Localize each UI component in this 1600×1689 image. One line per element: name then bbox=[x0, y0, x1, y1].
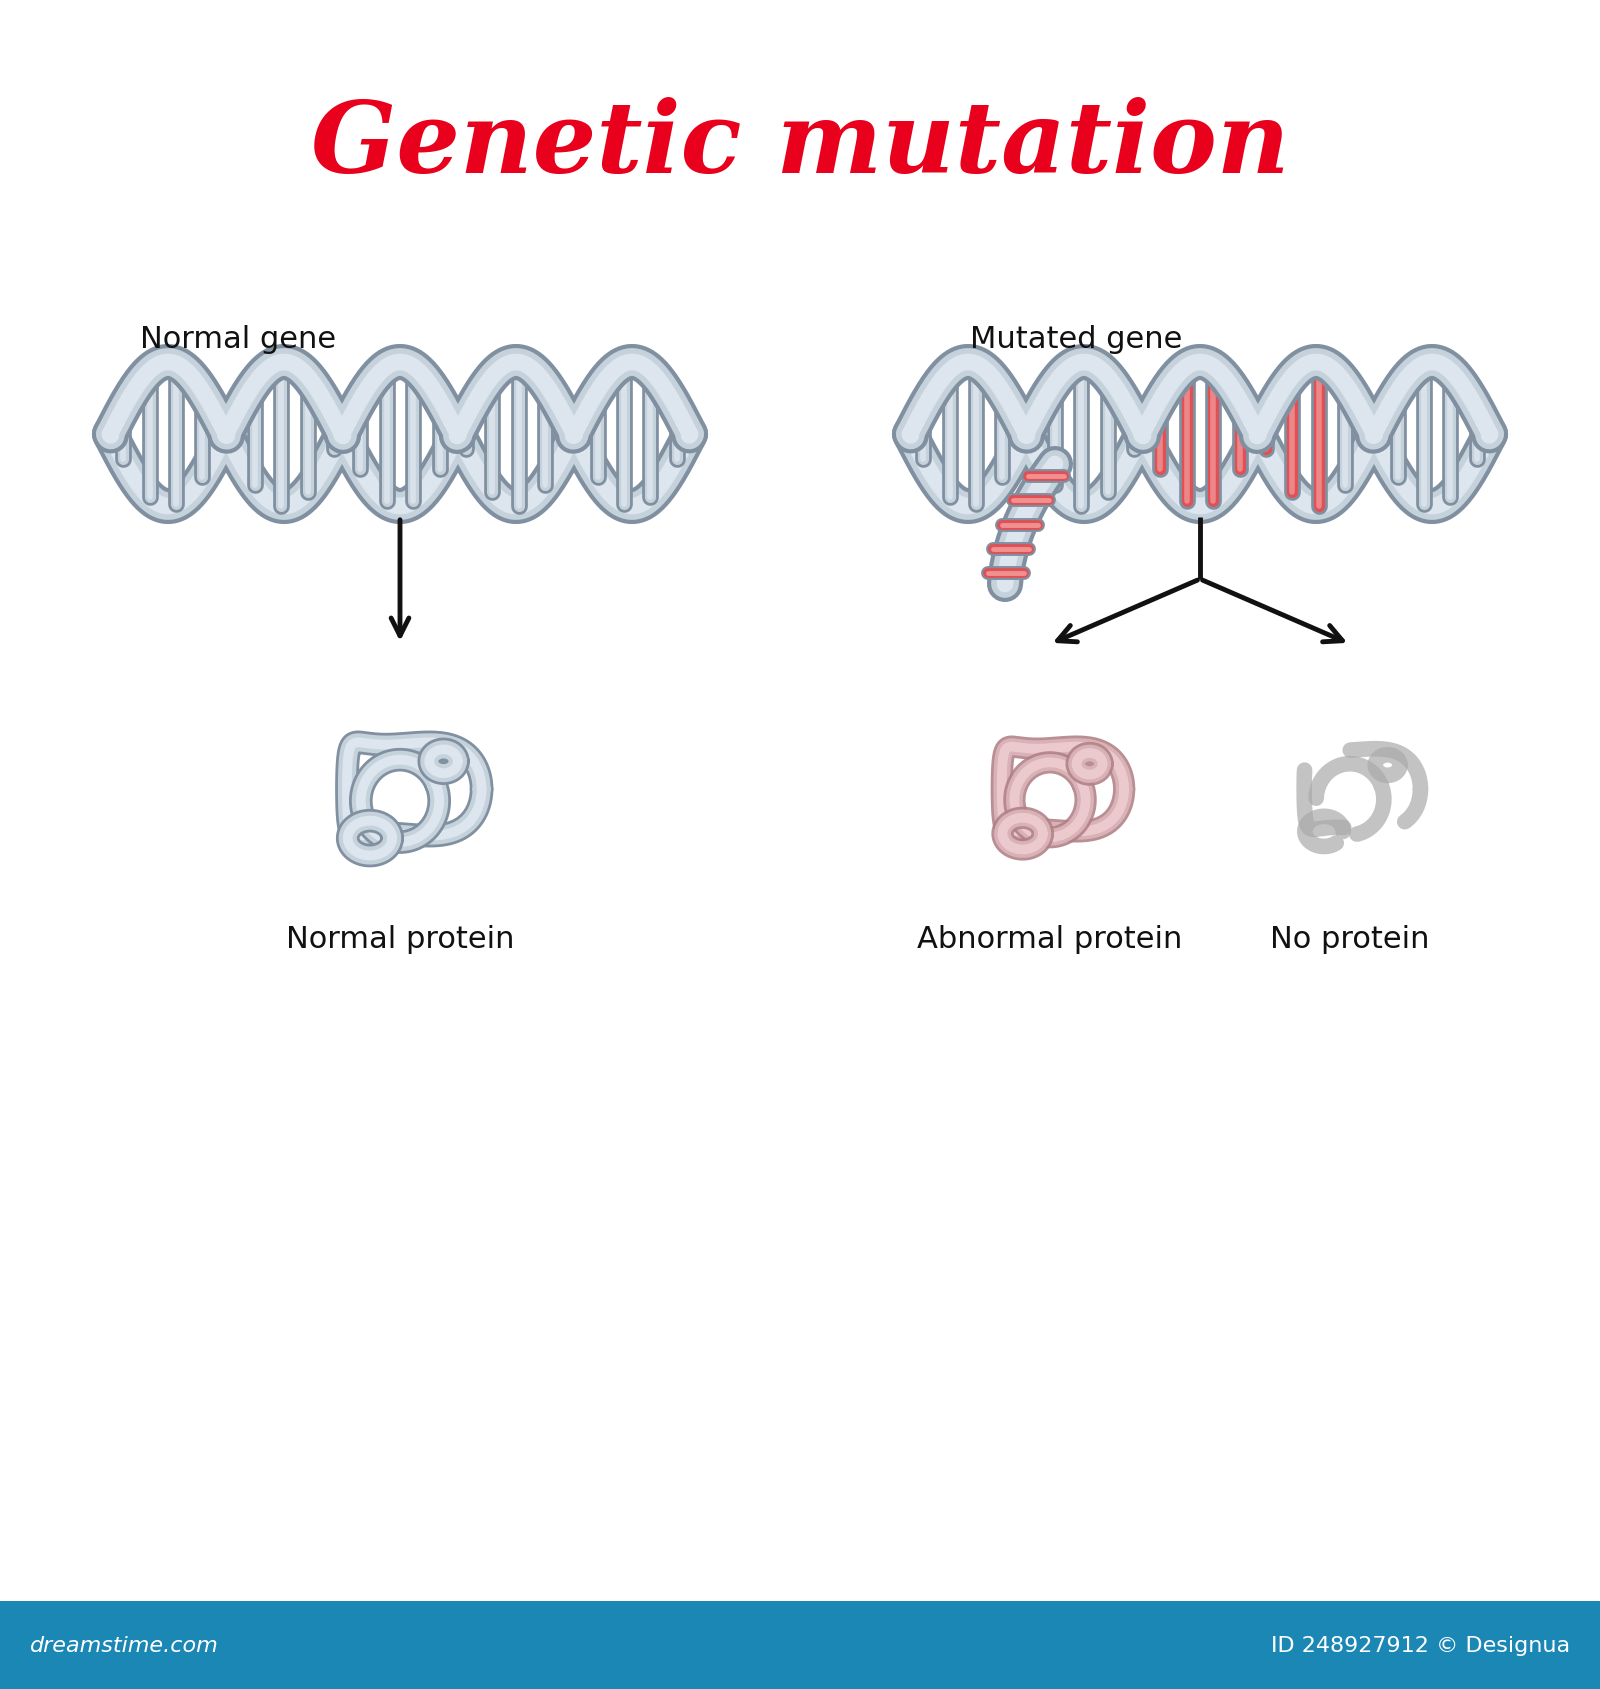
Text: Normal protein: Normal protein bbox=[286, 926, 514, 954]
Text: Abnormal protein: Abnormal protein bbox=[917, 926, 1182, 954]
Text: ID 248927912 © Designua: ID 248927912 © Designua bbox=[1270, 1635, 1570, 1655]
Text: dreamstime.com: dreamstime.com bbox=[30, 1635, 219, 1655]
Text: Genetic mutation: Genetic mutation bbox=[310, 96, 1290, 193]
Bar bbox=[0, 1601, 1600, 1689]
Text: No protein: No protein bbox=[1270, 926, 1430, 954]
Text: Mutated gene: Mutated gene bbox=[970, 326, 1182, 355]
Text: Normal gene: Normal gene bbox=[141, 326, 336, 355]
